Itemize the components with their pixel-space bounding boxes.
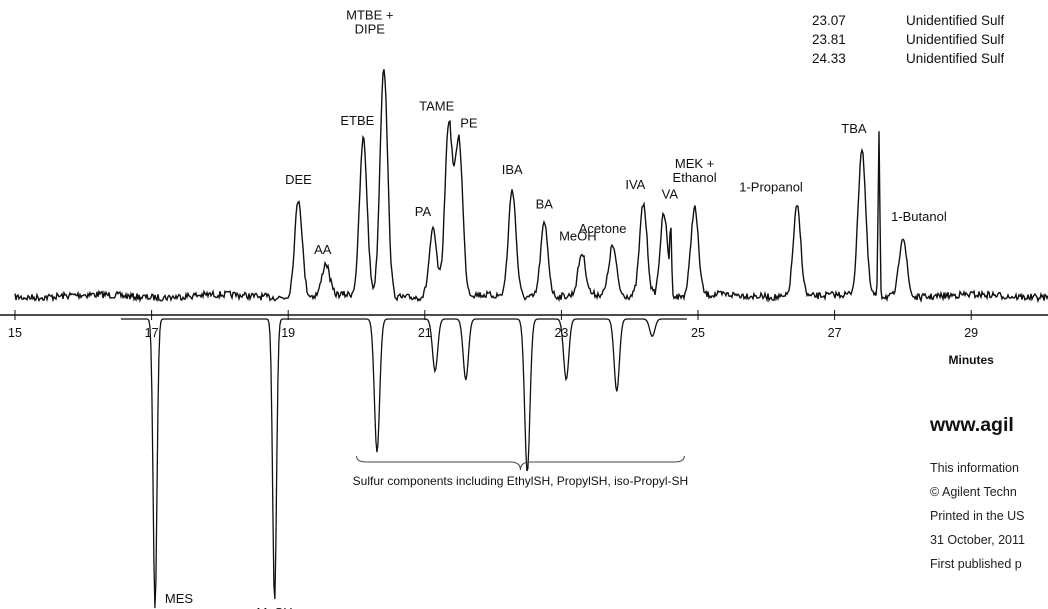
x-tick-label: 21: [418, 326, 432, 340]
peak-label: 1-Butanol: [891, 209, 947, 224]
peak-label: BA: [536, 197, 554, 212]
peak-label: PA: [415, 204, 432, 219]
x-tick-label: 19: [281, 326, 295, 340]
peak-label: MES: [165, 591, 194, 606]
peak-label: MeSH: [256, 605, 292, 609]
table-row: 23.81 Unidentified Sulf: [812, 30, 1004, 49]
lower-peaks: MES MeSH: [165, 591, 293, 609]
peak-label: DEE: [285, 172, 312, 187]
peak-label: 1-Propanol: [739, 179, 803, 194]
footer-line: This information: [930, 461, 1019, 475]
footer: www.agil This information © Agilent Tech…: [930, 414, 1025, 576]
peak-label: TAME: [419, 99, 454, 114]
x-tick-label: 27: [828, 326, 842, 340]
peak-label: Acetone: [579, 221, 627, 236]
peak-label: MTBE +: [346, 8, 393, 23]
lower-trace: [120, 318, 687, 609]
peak-label: ETBE: [340, 113, 374, 128]
sulfur-bracket: [356, 455, 685, 471]
x-axis-ticks: 15 17 19 21 23 25 27 29: [8, 310, 978, 340]
upper-peaks: DEE AA ETBE MTBE +DIPE PA TAME PE IBA BA MeOHAcet…: [285, 8, 947, 257]
table-row: 23.07 Unidentified Sulf: [812, 11, 1004, 30]
peak-label: DIPE: [355, 22, 386, 37]
peak-label: MEK +: [675, 156, 714, 171]
upper-trace: [14, 69, 1048, 304]
peak-label: IVA: [625, 177, 645, 192]
peak-label: MeOH: [559, 228, 597, 243]
peak-label: Ethanol: [673, 170, 717, 185]
footer-line: 31 October, 2011: [930, 533, 1025, 547]
table-compound: Unidentified Sulf: [906, 13, 1005, 28]
x-tick-label: 15: [8, 326, 22, 340]
peak-label: PE: [460, 116, 478, 131]
x-tick-label: 17: [145, 326, 159, 340]
x-tick-label: 23: [554, 326, 568, 340]
x-axis-title: Minutes: [949, 353, 995, 367]
footer-line: First published p: [930, 557, 1022, 571]
website-link[interactable]: www.agil: [930, 414, 1014, 436]
peak-table: 23.07 Unidentified Sulf 23.81 Unidentifi…: [812, 11, 1004, 68]
table-row: 24.33 Unidentified Sulf: [812, 49, 1004, 68]
table-rt: 24.33: [812, 51, 846, 66]
peak-label: AA: [314, 242, 332, 257]
table-rt: 23.07: [812, 13, 846, 28]
table-rt: 23.81: [812, 32, 846, 47]
table-compound: Unidentified Sulf: [906, 51, 1005, 66]
footer-line: Printed in the US: [930, 509, 1025, 523]
footer-line: © Agilent Techn: [930, 485, 1017, 499]
peak-label: TBA: [841, 121, 867, 136]
sulfur-components-label: Sulfur components including EthylSH, Pro…: [353, 474, 688, 488]
peak-label: IBA: [502, 162, 523, 177]
table-compound: Unidentified Sulf: [906, 32, 1005, 47]
x-tick-label: 25: [691, 326, 705, 340]
peak-label: VA: [662, 187, 679, 202]
x-tick-label: 29: [964, 326, 978, 340]
